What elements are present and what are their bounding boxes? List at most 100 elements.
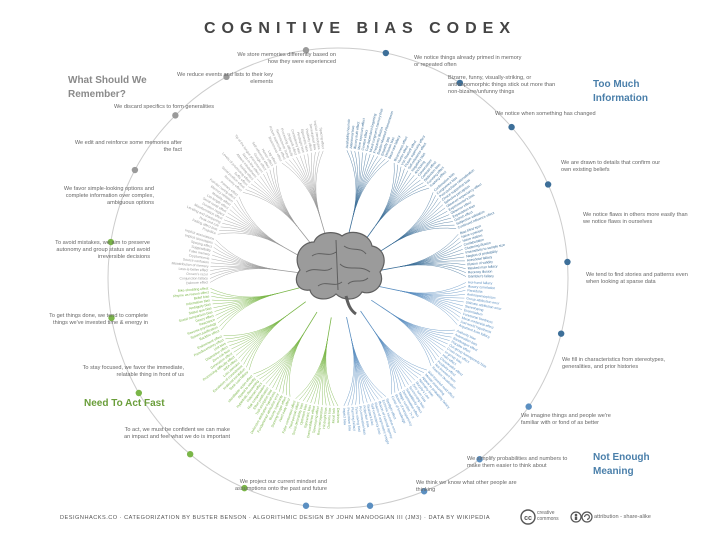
bias-label: Hindsight bias: [322, 407, 328, 429]
spoke-branch: [210, 288, 278, 298]
category-dot: [366, 502, 374, 509]
bias-label: Positivity effect: [305, 128, 314, 151]
bias-label: Delmore effect: [186, 280, 208, 285]
bias-label: Recency illusion: [468, 269, 493, 274]
category-dot: [456, 79, 464, 87]
spoke-branch: [234, 202, 285, 248]
spoke-branch: [248, 314, 289, 371]
spoke-branch: [259, 330, 306, 380]
category-label: We imagine things and people we're famil…: [521, 413, 611, 426]
bias-label: Hindsight bias: [296, 132, 306, 154]
bias-label: Pessimism bias: [346, 407, 352, 431]
bias-label: Resistant bias: [366, 404, 375, 426]
spoke-branch: [398, 290, 461, 318]
spoke-branch: [242, 192, 300, 230]
attribution-icon: [570, 511, 582, 523]
spoke-branch: [389, 312, 437, 361]
bias-label: False memory: [189, 249, 211, 257]
spoke-branch: [269, 169, 300, 230]
spoke-branch: [288, 330, 306, 397]
spoke-branch: [215, 239, 277, 270]
bias-label: Reactance: [199, 318, 216, 327]
bias-label: Insensitivity to sample size: [465, 243, 505, 255]
spoke-branch: [398, 290, 458, 325]
category-dot: [420, 488, 428, 495]
spoke-branch: [352, 160, 389, 218]
bias-label: Stereotyping: [464, 304, 484, 312]
category-dot: [131, 166, 139, 174]
quadrant-title-meaning: Not Enough Meaning: [593, 452, 650, 477]
spoke-branch: [390, 221, 453, 246]
spoke-branch: [217, 232, 285, 248]
bias-label: Spacing effect: [191, 240, 213, 249]
bias-label: Implicit stereotypes: [313, 120, 321, 150]
category-dot: [223, 73, 230, 81]
spoke-branch: [227, 314, 289, 343]
category-label: We think we know what other people are t…: [416, 480, 517, 493]
bias-label: Naive realism: [462, 233, 483, 243]
bias-label: Egocentric bias: [303, 404, 312, 428]
bias-label: Pareidolia: [467, 288, 483, 293]
spoke-trunk: [346, 316, 352, 339]
spoke-branch: [209, 268, 277, 283]
spoke-trunk: [276, 269, 299, 274]
spoke-branch: [390, 227, 457, 246]
bias-label: Anecdotal fallacy: [467, 255, 493, 262]
share-alike-icon: [581, 511, 593, 523]
bias-label: Less-is-better effect: [178, 267, 208, 273]
bias-label: Zeigarnik effect: [286, 132, 297, 155]
spoke-branch: [398, 264, 467, 277]
bias-label: Illusory correlation: [468, 284, 496, 290]
bias-label: Conjunction fallacy: [180, 276, 209, 280]
spoke-branch: [253, 330, 306, 375]
svg-text:cc: cc: [524, 515, 532, 522]
creative-commons-icon: cc: [520, 509, 536, 525]
category-label: To get things done, we tend to complete …: [49, 313, 148, 326]
bias-label: Frequency illusion: [373, 126, 385, 153]
bias-label: Attentional bias: [349, 125, 355, 149]
category-dot: [302, 47, 310, 54]
category-dot: [476, 456, 483, 463]
category-label: We notice flaws in others more easily th…: [583, 212, 688, 225]
bias-label: Context effect: [361, 129, 369, 150]
bias-label: Mere exposure effect: [357, 118, 366, 150]
category-label: Bizarre, funny, visually-striking, or an…: [448, 75, 556, 95]
spoke-trunk: [327, 317, 332, 340]
category-label: To act, we must be confident we can make…: [123, 427, 230, 440]
bias-label: Masked man fallacy: [468, 264, 498, 270]
spoke-branch: [295, 339, 328, 399]
bias-label: Rhyme as reason effect: [173, 290, 209, 298]
bias-label: Status quo bias: [188, 306, 212, 315]
category-dot: [508, 123, 515, 131]
bias-label: Empathy gap: [380, 136, 391, 156]
bias-label: Ambiguity bias: [189, 302, 212, 310]
category-dot: [302, 502, 310, 509]
category-dot: [564, 258, 571, 266]
bias-label: Hot-hand fallacy: [468, 280, 493, 285]
brain-stem: [344, 295, 357, 316]
brain-folds: [305, 239, 371, 291]
bias-label: Essentialism: [463, 308, 483, 317]
page-title: COGNITIVE BIAS CODEX: [203, 20, 517, 37]
bias-label: Telescoping effect: [312, 406, 320, 433]
bias-label: Time-saving bias: [354, 406, 362, 432]
spokes-group: [209, 150, 467, 407]
quadrant-title-act-fast: Need To Act Fast: [84, 398, 165, 409]
brain-shape: [295, 231, 385, 300]
brain-illustration: [295, 231, 385, 316]
bias-label: Rosy retrospection: [317, 407, 324, 436]
bias-label: Omission bias: [384, 136, 396, 158]
bias-label: Consistency bias: [290, 129, 301, 155]
bias-label: Lag effect: [267, 150, 278, 165]
category-label: We notice things already primed in memor…: [414, 55, 522, 68]
bias-label: Overconfidence effect: [306, 405, 316, 438]
spoke-branch: [223, 314, 289, 336]
category-dot: [557, 330, 565, 337]
category-label: We tend to find stories and patterns eve…: [586, 272, 688, 285]
spoke-branch: [390, 198, 439, 246]
category-dot: [525, 403, 532, 410]
category-label: We reduce events and lists to their key …: [177, 72, 273, 85]
spoke-trunk: [360, 310, 374, 330]
category-label: We notice when something has changed: [495, 111, 596, 117]
